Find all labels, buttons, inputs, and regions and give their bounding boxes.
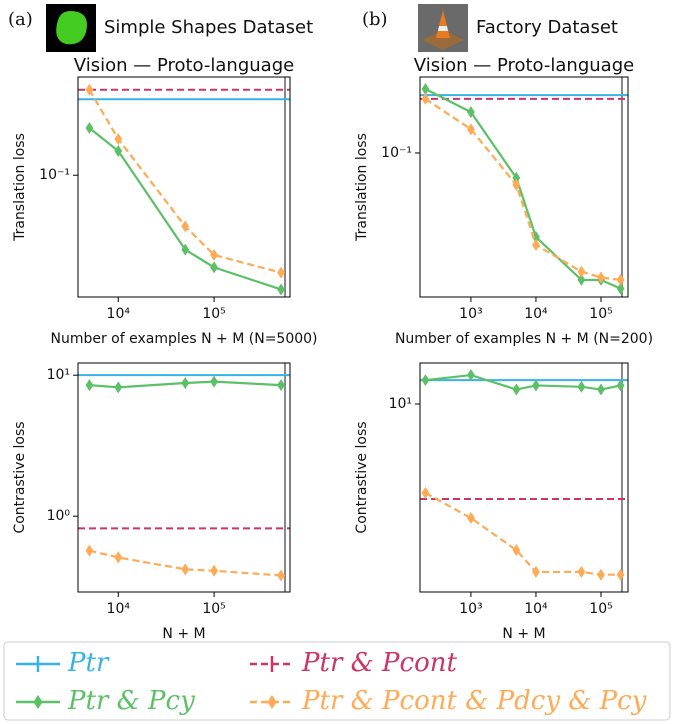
point <box>210 261 218 274</box>
cone-stripe <box>438 26 448 31</box>
x-tick-label: 10⁴ <box>524 601 548 617</box>
point <box>114 133 123 146</box>
point <box>421 374 430 387</box>
point <box>181 377 190 390</box>
legend-label: Ptr <box>67 648 110 678</box>
point <box>532 379 540 392</box>
point <box>532 238 540 251</box>
point <box>421 486 430 499</box>
point <box>597 271 605 284</box>
point <box>277 266 285 279</box>
y-tick-label: 10⁻¹ <box>381 145 412 161</box>
series-line <box>424 491 621 576</box>
y-axis-label: Translation loss <box>12 133 28 242</box>
point <box>512 383 521 396</box>
legend-label: Ptr & Pcy <box>67 686 195 716</box>
point <box>85 379 94 392</box>
point <box>210 564 218 577</box>
point <box>597 568 605 581</box>
point <box>616 379 625 392</box>
chart-title: Vision — Proto-language <box>414 55 634 76</box>
x-axis-label: Number of examples N + M (N=5000) <box>50 331 317 347</box>
y-tick-label: 10¹ <box>47 367 70 383</box>
x-tick-label: 10⁴ <box>524 306 548 322</box>
x-tick-label: 10⁵ <box>202 306 225 322</box>
point <box>577 265 586 278</box>
chart-title: Vision — Proto-language <box>74 55 294 76</box>
point <box>277 569 285 582</box>
legend-label: Ptr & Pcont & Pdcy & Pcy <box>301 686 647 716</box>
point <box>512 178 521 191</box>
point <box>577 273 586 286</box>
point <box>277 379 285 392</box>
y-axis-label: Translation loss <box>354 133 370 242</box>
point <box>421 82 430 95</box>
y-axis-label: Contrastive loss <box>12 421 28 533</box>
point <box>616 273 625 286</box>
point <box>210 375 218 388</box>
panel-title: Factory Dataset <box>476 17 618 38</box>
point <box>616 568 625 581</box>
plot-frame <box>419 362 629 593</box>
point <box>467 106 475 119</box>
legend-marker <box>267 695 277 709</box>
legend-marker <box>33 695 43 709</box>
panel-title: Simple Shapes Dataset <box>104 17 313 38</box>
y-tick-label: 10⁰ <box>47 508 71 524</box>
y-tick-label: 10¹ <box>389 396 412 412</box>
point <box>277 283 285 296</box>
point <box>532 231 540 244</box>
point <box>85 83 94 96</box>
series-line <box>425 373 621 391</box>
plot-frame <box>77 362 291 593</box>
x-tick-label: 10⁵ <box>589 601 612 617</box>
point <box>210 248 218 261</box>
point <box>181 563 190 576</box>
x-tick-label: 10⁵ <box>589 306 612 322</box>
x-tick-label: 10³ <box>459 306 482 322</box>
series-line <box>424 98 621 282</box>
x-axis-label: N + M <box>502 626 545 642</box>
panel-label: (b) <box>362 9 388 30</box>
point <box>85 122 94 135</box>
point <box>181 220 190 233</box>
point <box>597 383 605 396</box>
point <box>577 380 586 393</box>
point <box>114 381 123 394</box>
cone-base <box>422 30 464 50</box>
y-tick-label: 10⁻¹ <box>39 167 70 183</box>
series-line <box>89 549 282 577</box>
point <box>512 544 521 557</box>
y-axis-label: Contrastive loss <box>354 421 370 533</box>
point <box>85 544 94 557</box>
point <box>114 551 123 564</box>
x-axis-label: Number of examples N + M (N=200) <box>395 331 653 347</box>
x-axis-label: N + M <box>162 626 205 642</box>
legend-label: Ptr & Pcont <box>301 648 457 678</box>
point <box>616 282 625 295</box>
point <box>467 512 475 525</box>
plot-frame <box>419 76 629 298</box>
panel-label: (a) <box>8 9 33 30</box>
point <box>467 369 475 382</box>
plot-frame <box>77 76 291 298</box>
x-tick-label: 10⁴ <box>107 601 131 617</box>
point <box>181 243 190 256</box>
x-tick-label: 10³ <box>459 601 482 617</box>
point <box>532 565 540 578</box>
shape-blob <box>56 11 87 45</box>
x-tick-label: 10⁵ <box>202 601 225 617</box>
point <box>421 92 430 105</box>
point <box>467 123 475 136</box>
point <box>577 565 586 578</box>
x-tick-label: 10⁴ <box>107 306 131 322</box>
legend-box <box>3 641 671 721</box>
point <box>114 144 123 157</box>
